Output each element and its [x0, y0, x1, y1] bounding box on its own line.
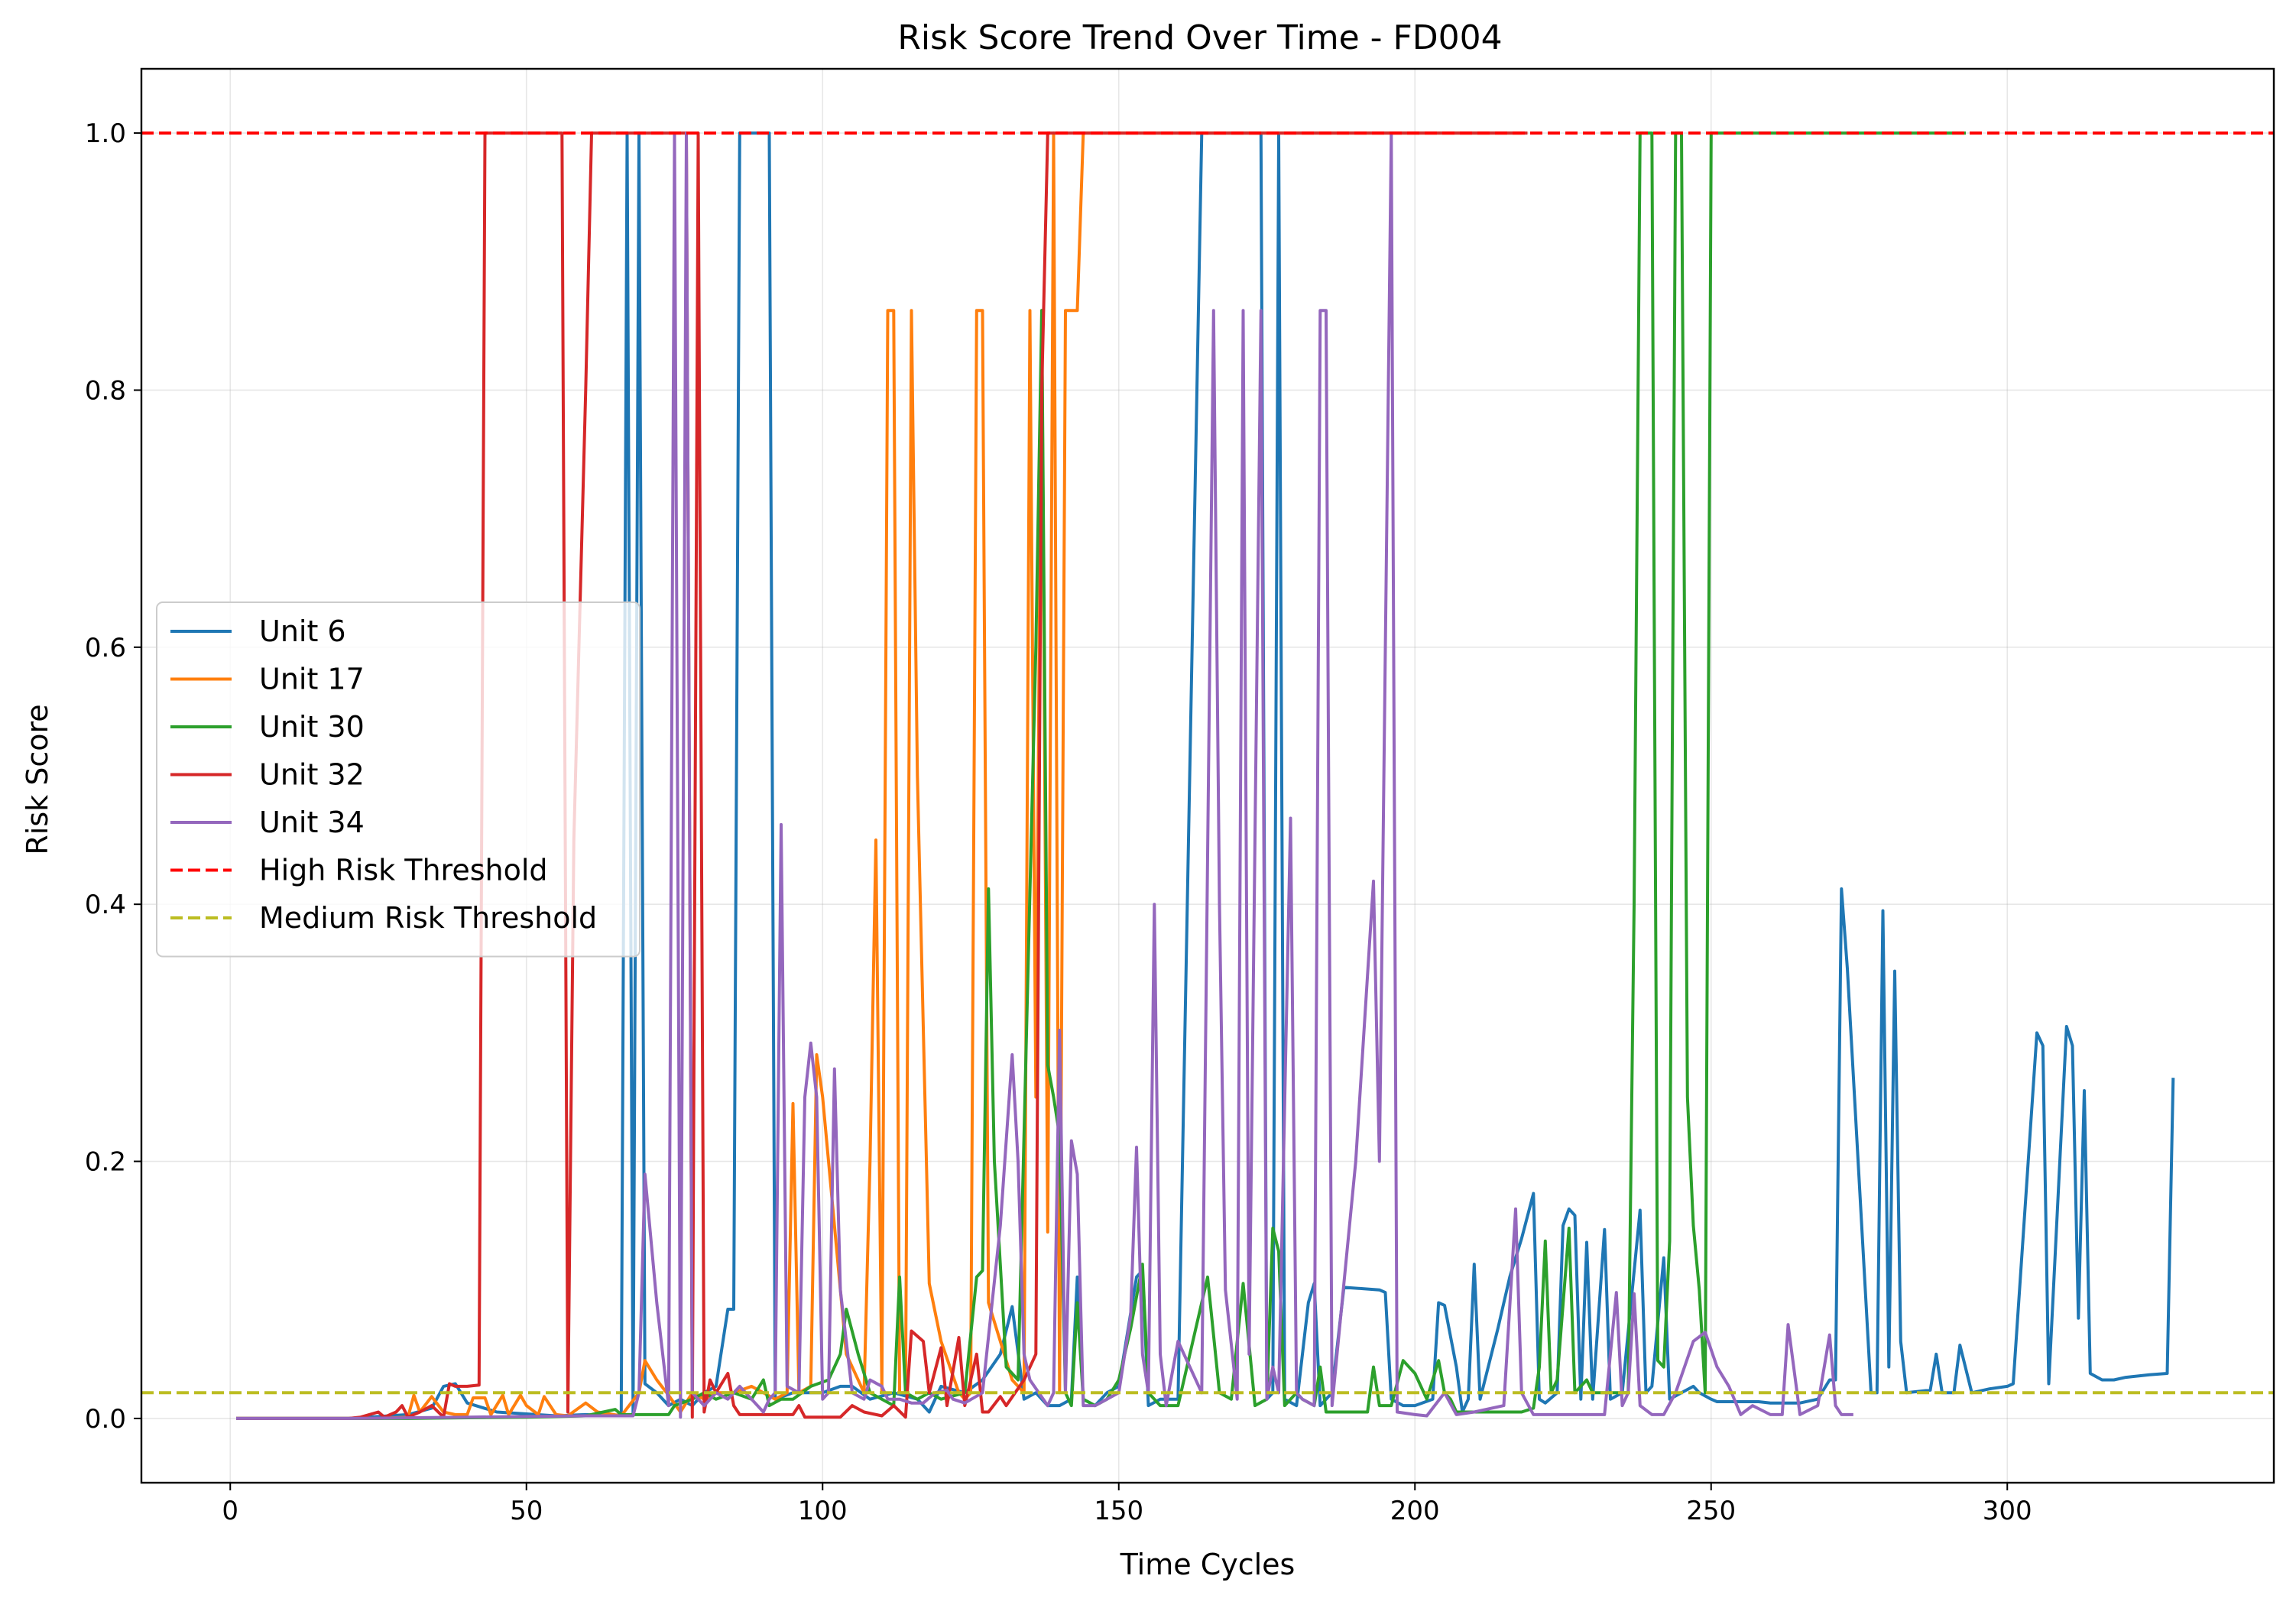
series-line-unit-17 [236, 131, 1522, 1420]
axis-ticks: 0 50 100 150 200 250 300 0.0 0.2 0.4 0.6 0.8 1.0 [85, 118, 2032, 1526]
legend-label: High Risk Threshold [259, 854, 548, 887]
legend: Unit 6 Unit 17 Unit 30 Unit 32 Unit 34 High R… [156, 601, 640, 958]
x-tick-label: 250 [1686, 1496, 1736, 1526]
legend-label: Unit 34 [259, 806, 365, 839]
x-tick-label: 50 [510, 1496, 543, 1526]
x-tick-label: 100 [798, 1496, 848, 1526]
y-tick-label: 0.0 [85, 1404, 126, 1435]
legend-label: Medium Risk Threshold [259, 901, 597, 935]
y-tick-label: 0.8 [85, 375, 126, 406]
y-tick-label: 0.6 [85, 633, 126, 663]
legend-label: Unit 6 [259, 614, 346, 648]
x-tick-label: 300 [1983, 1496, 2032, 1526]
x-axis-label: Time Cycles [1120, 1548, 1296, 1581]
legend-label: Unit 17 [259, 663, 365, 696]
y-axis-label: Risk Score [21, 704, 54, 854]
series-line-unit-30 [236, 131, 1966, 1420]
x-tick-label: 0 [222, 1496, 238, 1526]
y-tick-label: 0.2 [85, 1147, 126, 1178]
legend-box [156, 601, 640, 958]
legend-label: Unit 30 [259, 710, 365, 744]
plot-area [141, 131, 2274, 1420]
series-line-unit-34 [236, 131, 1853, 1420]
series-line-unit-6 [236, 131, 2175, 1420]
chart-title: Risk Score Trend Over Time - FD004 [897, 18, 1502, 57]
y-tick-label: 0.4 [85, 890, 126, 920]
x-tick-label: 200 [1390, 1496, 1440, 1526]
x-tick-label: 150 [1094, 1496, 1143, 1526]
series-line-unit-32 [236, 131, 1528, 1420]
y-tick-label: 1.0 [85, 118, 126, 149]
plot-frame [140, 67, 2275, 1484]
legend-label: Unit 32 [259, 758, 365, 792]
